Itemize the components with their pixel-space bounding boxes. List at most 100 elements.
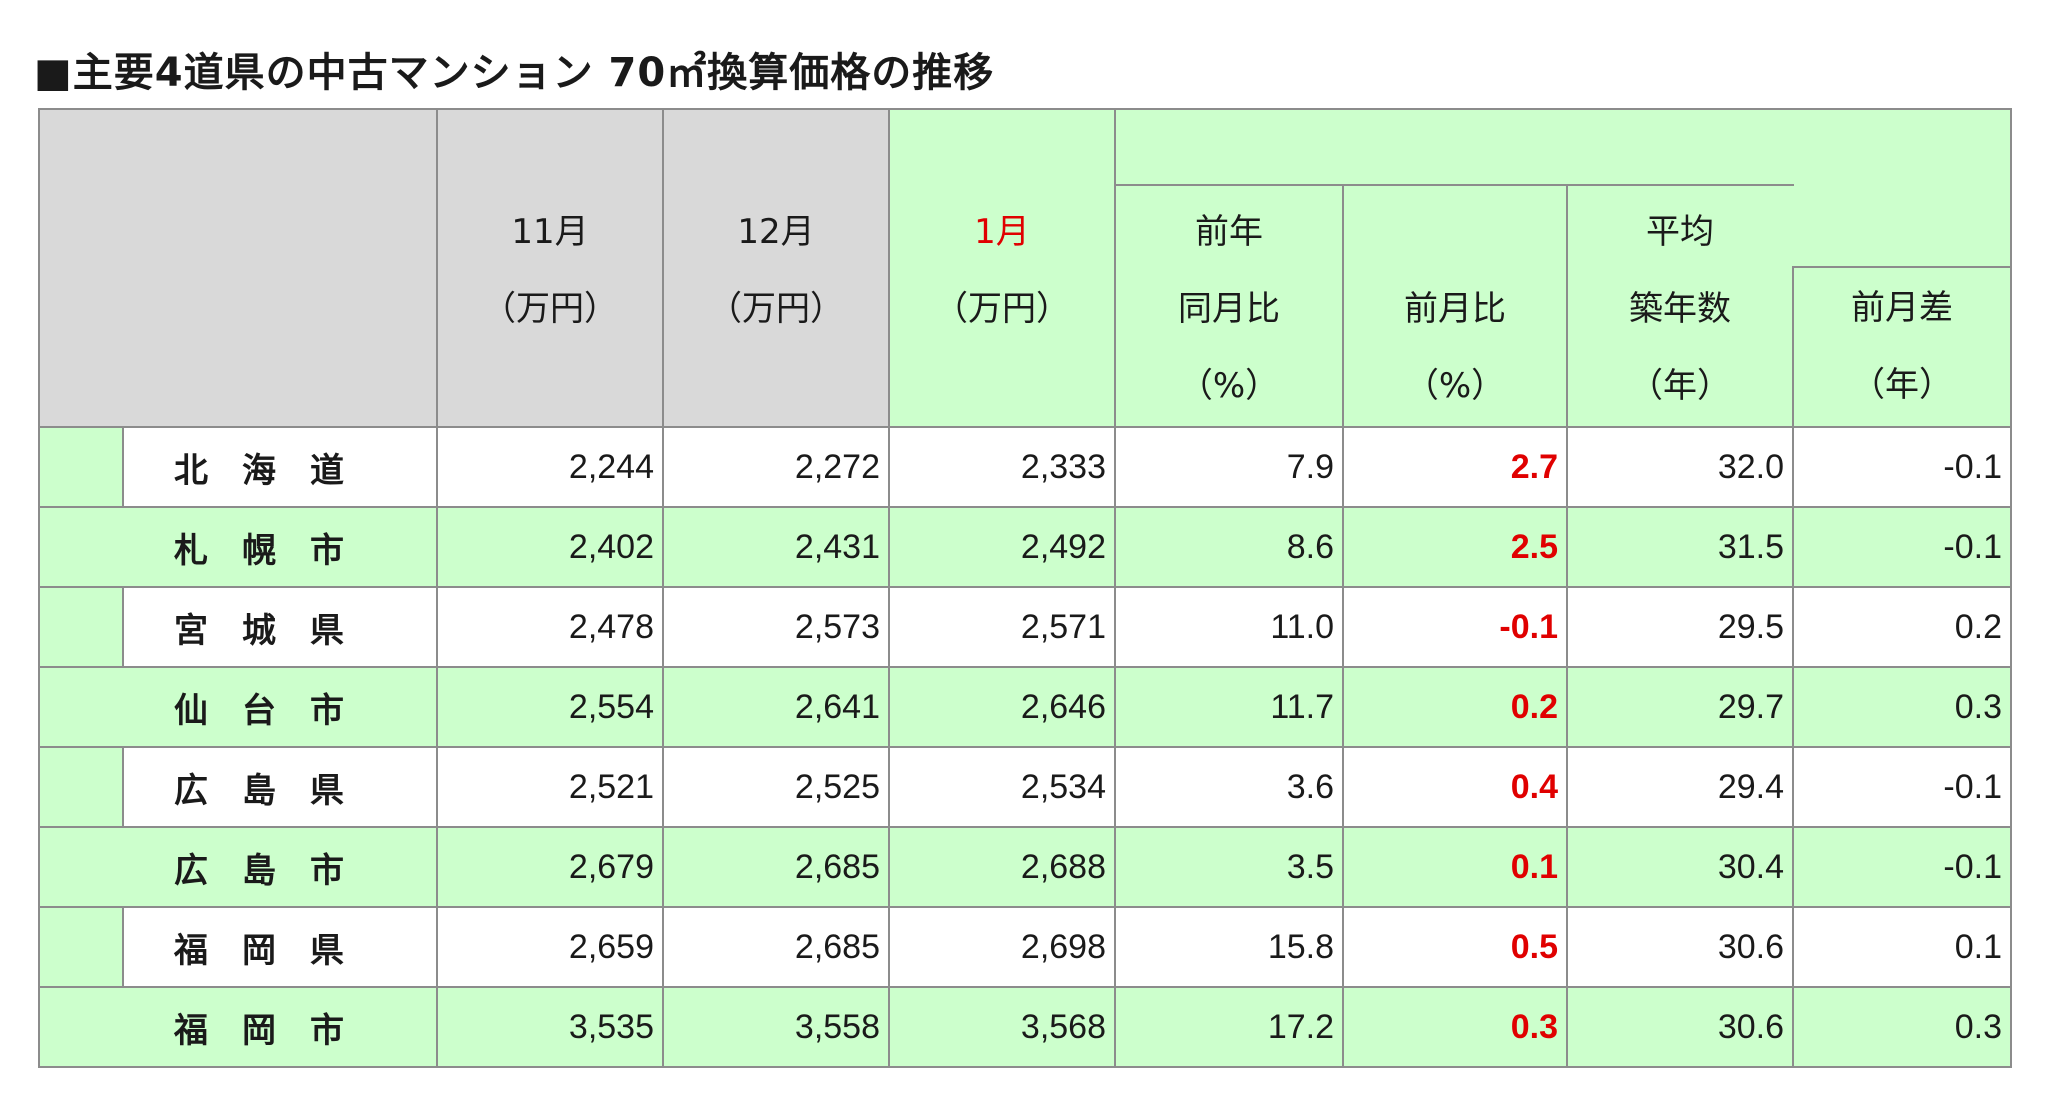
row-name-text: 宮 城 県 <box>174 610 344 651</box>
cell-yoy: 7.9 <box>1114 426 1344 508</box>
cell-jan: 2,688 <box>888 826 1116 908</box>
cell-age: 30.6 <box>1566 986 1794 1068</box>
header-dec-label: 12月 <box>737 212 815 252</box>
header-dec-unit: （万円） <box>708 289 844 329</box>
cell-diff: 0.2 <box>1792 586 2012 668</box>
row-name-text: 札 幌 市 <box>174 530 344 571</box>
cell-jan: 2,492 <box>888 506 1116 588</box>
header-jan-unit: （万円） <box>934 289 1070 329</box>
cell-yoy: 11.7 <box>1114 666 1344 748</box>
row-name: 広 島 市 <box>38 826 438 908</box>
header-age-label2: 築年数 <box>1629 289 1731 329</box>
cell-diff: 0.3 <box>1792 666 2012 748</box>
cell-dec: 2,685 <box>662 906 890 988</box>
cell-jan: 2,333 <box>888 426 1116 508</box>
row-name-text: 広 島 市 <box>174 850 344 891</box>
cell-yoy: 8.6 <box>1114 506 1344 588</box>
header-yoy-label2: 同月比 <box>1178 289 1280 329</box>
row-name: 北 海 道 <box>122 426 438 508</box>
row-name: 札 幌 市 <box>38 506 438 588</box>
header-nov-unit: （万円） <box>482 289 618 329</box>
header-age-span-cover <box>1792 186 2010 266</box>
row-name-text: 広 島 県 <box>174 770 344 811</box>
cell-yoy: 11.0 <box>1114 586 1344 668</box>
cell-mom: 0.3 <box>1342 986 1568 1068</box>
cell-nov: 2,554 <box>436 666 664 748</box>
header-blank <box>38 108 438 428</box>
cell-age: 32.0 <box>1566 426 1794 508</box>
cell-diff: -0.1 <box>1792 426 2012 508</box>
cell-mom: 0.5 <box>1342 906 1568 988</box>
header-yoy-unit: （%） <box>1178 366 1280 406</box>
cell-mom: -0.1 <box>1342 586 1568 668</box>
cell-nov: 3,535 <box>436 986 664 1068</box>
cell-age: 29.7 <box>1566 666 1794 748</box>
row-name-text: 福 岡 県 <box>174 930 344 971</box>
cell-diff: 0.3 <box>1792 986 2012 1068</box>
cell-mom: 2.5 <box>1342 506 1568 588</box>
row-name: 福 岡 県 <box>122 906 438 988</box>
header-dec: 12月 （万円） <box>662 108 890 428</box>
header-age-diff-unit: （年） <box>1851 365 1953 405</box>
page-title: ■主要4道県の中古マンション 70㎡換算価格の推移 <box>34 40 994 98</box>
cell-jan: 2,571 <box>888 586 1116 668</box>
cell-nov: 2,521 <box>436 746 664 828</box>
header-nov: 11月 （万円） <box>436 108 664 428</box>
header-mom-unit: （%） <box>1404 366 1506 406</box>
cell-dec: 2,685 <box>662 826 890 908</box>
cell-diff: 0.1 <box>1792 906 2012 988</box>
cell-mom: 0.1 <box>1342 826 1568 908</box>
header-age-diff-label: 前月差 <box>1851 288 1953 328</box>
row-name: 福 岡 市 <box>38 986 438 1068</box>
cell-age: 29.4 <box>1566 746 1794 828</box>
cell-age: 31.5 <box>1566 506 1794 588</box>
cell-nov: 2,679 <box>436 826 664 908</box>
cell-diff: -0.1 <box>1792 506 2012 588</box>
cell-nov: 2,659 <box>436 906 664 988</box>
cell-dec: 2,272 <box>662 426 890 508</box>
cell-nov: 2,478 <box>436 586 664 668</box>
cell-dec: 3,558 <box>662 986 890 1068</box>
cell-yoy: 15.8 <box>1114 906 1344 988</box>
row-name: 宮 城 県 <box>122 586 438 668</box>
cell-dec: 2,573 <box>662 586 890 668</box>
row-name-text: 仙 台 市 <box>174 690 344 731</box>
cell-diff: -0.1 <box>1792 746 2012 828</box>
row-name-text: 福 岡 市 <box>174 1010 344 1051</box>
cell-dec: 2,641 <box>662 666 890 748</box>
header-jan-label: 1月 <box>974 212 1030 252</box>
row-name: 仙 台 市 <box>38 666 438 748</box>
header-jan: 1月 （万円） <box>888 108 1116 428</box>
cell-dec: 2,525 <box>662 746 890 828</box>
cell-yoy: 17.2 <box>1114 986 1344 1068</box>
row-name-text: 北 海 道 <box>174 450 344 491</box>
cell-age: 30.4 <box>1566 826 1794 908</box>
header-nov-label: 11月 <box>511 212 589 252</box>
header-age: 平均 築年数 （年） <box>1566 184 1794 428</box>
cell-yoy: 3.5 <box>1114 826 1344 908</box>
header-mom-label: 前月比 <box>1404 289 1506 329</box>
header-age-unit: （年） <box>1629 366 1731 406</box>
header-mom: 前月比 （%） <box>1342 184 1568 428</box>
cell-mom: 2.7 <box>1342 426 1568 508</box>
header-yoy: 前年 同月比 （%） <box>1114 184 1344 428</box>
cell-age: 30.6 <box>1566 906 1794 988</box>
row-name: 広 島 県 <box>122 746 438 828</box>
cell-dec: 2,431 <box>662 506 890 588</box>
price-table: 11月 （万円） 12月 （万円） 1月 （万円） 前年 同月比 （%） 前月比… <box>38 108 2012 1068</box>
cell-jan: 2,698 <box>888 906 1116 988</box>
cell-diff: -0.1 <box>1792 826 2012 908</box>
header-age-diff: 前月差 （年） <box>1792 266 2012 428</box>
header-yoy-label1: 前年 <box>1195 212 1263 252</box>
cell-nov: 2,244 <box>436 426 664 508</box>
cell-mom: 0.4 <box>1342 746 1568 828</box>
cell-age: 29.5 <box>1566 586 1794 668</box>
cell-jan: 2,534 <box>888 746 1116 828</box>
cell-jan: 2,646 <box>888 666 1116 748</box>
header-age-label1: 平均 <box>1646 212 1714 252</box>
title-text: ■主要4道県の中古マンション 70㎡換算価格の推移 <box>34 50 995 96</box>
cell-mom: 0.2 <box>1342 666 1568 748</box>
cell-yoy: 3.6 <box>1114 746 1344 828</box>
cell-jan: 3,568 <box>888 986 1116 1068</box>
cell-nov: 2,402 <box>436 506 664 588</box>
